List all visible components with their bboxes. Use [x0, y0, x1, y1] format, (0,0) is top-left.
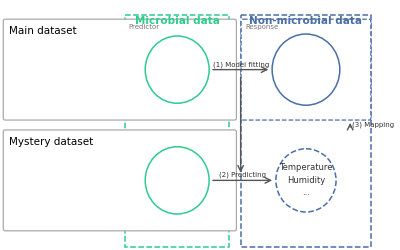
Text: Temperature
Humidity
...: Temperature Humidity ... [279, 52, 333, 86]
Text: Main dataset: Main dataset [9, 26, 76, 36]
Text: Non-microbial data: Non-microbial data [250, 16, 362, 26]
FancyBboxPatch shape [3, 130, 236, 231]
FancyBboxPatch shape [241, 19, 371, 120]
Text: Response: Response [246, 24, 279, 30]
Circle shape [145, 36, 209, 103]
FancyBboxPatch shape [3, 19, 236, 120]
Text: Microbial data: Microbial data [135, 16, 220, 26]
Circle shape [145, 147, 209, 214]
Text: Feature 1
Feature 2
...: Feature 1 Feature 2 ... [157, 52, 197, 86]
Text: Predictor: Predictor [128, 24, 160, 30]
Bar [241, 15, 371, 247]
Text: (1) Model fitting: (1) Model fitting [212, 61, 269, 68]
Bar [126, 15, 229, 247]
Text: (3) Mapping: (3) Mapping [352, 122, 394, 128]
Text: Temperature
Humidity
...: Temperature Humidity ... [279, 164, 333, 198]
Text: Feature 1
Feature 2
...: Feature 1 Feature 2 ... [157, 164, 197, 198]
Circle shape [276, 149, 336, 212]
Text: Mystery dataset: Mystery dataset [9, 137, 93, 147]
Circle shape [272, 34, 340, 105]
Text: (2) Predicting: (2) Predicting [219, 172, 266, 178]
